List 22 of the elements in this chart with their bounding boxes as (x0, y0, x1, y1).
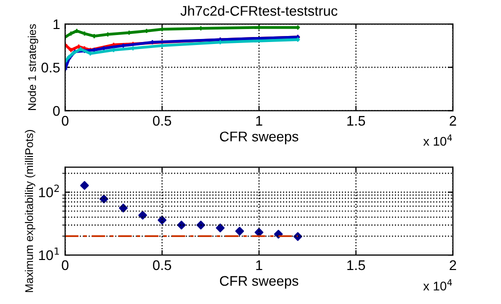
x-tick-label: 2 (450, 260, 456, 270)
x-axis-title: CFR sweeps (220, 276, 298, 289)
y-tick-label: 0.5 (42, 62, 60, 73)
x-tick-label: 2 (450, 116, 456, 126)
x-axis-title: CFR sweeps (220, 132, 298, 144)
y-axis-title: Maximum exploitability (milliPots) (24, 130, 36, 292)
y-tick-label: 1 (54, 19, 60, 30)
text: x 10$^{4}$ (423, 134, 452, 146)
x-tick-label: 1 (256, 116, 262, 126)
y-tick-label: 10$^{1}$ (39, 248, 59, 260)
x-tick-label: 1.5 (347, 260, 366, 270)
x-tick-label: 0.5 (152, 116, 172, 126)
y-tick-label: 10$^{2}$ (39, 184, 59, 198)
y-axis-title: Node 1 strategies (28, 24, 38, 110)
y-tick-label: 0 (53, 106, 60, 116)
x-tick-label: 0.5 (152, 260, 172, 270)
x-tick-label: 0 (62, 116, 68, 126)
x-tick-label: 0 (62, 260, 68, 270)
x-tick-label: 1.5 (347, 116, 366, 126)
x-tick-label: 1 (256, 260, 262, 270)
chart-title: Jh7c2d-CFRtest-teststruc (180, 6, 338, 16)
text: x 10$^{4}$ (423, 279, 452, 291)
